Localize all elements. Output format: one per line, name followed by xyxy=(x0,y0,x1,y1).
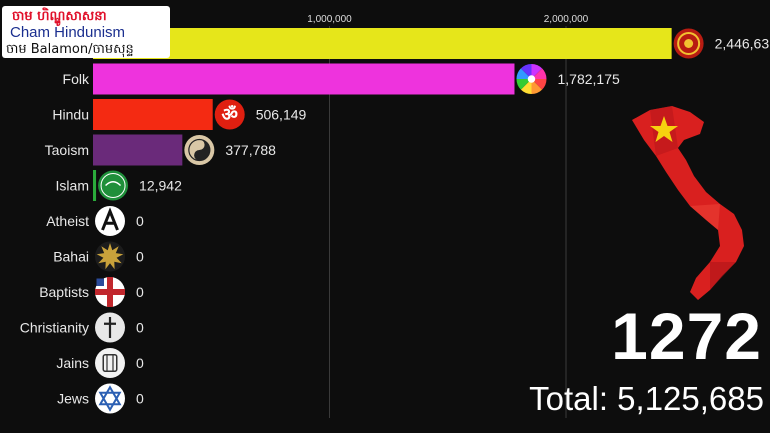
category-label: Jews xyxy=(57,391,89,407)
bar xyxy=(93,99,213,130)
yin-yang-icon xyxy=(184,135,215,165)
value-label: 506,149 xyxy=(256,107,307,123)
total-counter: Total: 5,125,685 xyxy=(529,380,764,417)
title-subtitle: ចាម Balamon/ចាមសុន្ទ xyxy=(6,42,134,57)
category-label: Baptists xyxy=(39,284,89,300)
value-label: 377,788 xyxy=(225,142,276,158)
bar xyxy=(93,28,672,59)
value-label: 0 xyxy=(136,284,144,300)
category-label: Islam xyxy=(56,178,89,194)
category-label: Jains xyxy=(56,355,89,371)
christianity-icon xyxy=(95,312,125,343)
bar xyxy=(93,63,515,95)
value-label: 1,782,175 xyxy=(557,71,619,87)
category-label: Folk xyxy=(63,71,90,87)
value-label: 0 xyxy=(136,355,144,371)
category-label: Taoism xyxy=(45,142,89,158)
value-label: 0 xyxy=(136,213,144,229)
year-counter: 1272 xyxy=(611,299,762,373)
vietnam-map xyxy=(632,106,744,300)
value-label: 0 xyxy=(136,249,144,265)
jews-star-icon xyxy=(95,383,125,414)
islam-emblem-icon xyxy=(98,170,129,201)
category-label: Christianity xyxy=(20,320,89,336)
bahai-icon xyxy=(95,241,125,272)
vietnam-star-icon xyxy=(650,116,678,142)
dharma-seal-icon xyxy=(673,28,704,59)
value-label: 0 xyxy=(136,320,144,336)
bar xyxy=(93,134,183,166)
value-label: 0 xyxy=(136,391,144,407)
om-icon: ॐ xyxy=(214,99,245,130)
folk-spiral-icon xyxy=(516,64,547,94)
title-english: Cham Hindunism xyxy=(10,24,126,41)
title-khmer: ចាម ហិណ្ឌូសាសនា xyxy=(12,9,107,24)
jains-icon xyxy=(95,348,125,378)
category-label: Atheist xyxy=(46,213,89,229)
atheist-icon xyxy=(95,206,125,236)
x-tick-label: 2,000,000 xyxy=(544,14,589,25)
baptists-icon xyxy=(95,277,125,307)
channel-title-box: ចាម ហិណ្ឌូសាសនា Cham Hindunism ចាម Balam… xyxy=(2,6,170,58)
bar xyxy=(93,170,97,201)
svg-text:ॐ: ॐ xyxy=(221,105,237,126)
value-label: 2,446,631 xyxy=(715,36,770,52)
x-tick-label: 1,000,000 xyxy=(307,14,352,25)
value-label: 12,942 xyxy=(139,178,182,194)
category-label: Bahai xyxy=(53,249,89,265)
category-label: Hindu xyxy=(52,107,89,123)
